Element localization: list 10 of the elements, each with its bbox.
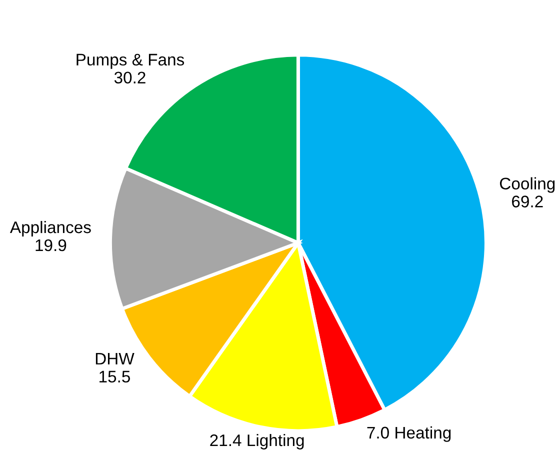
slice-label: Appliances bbox=[10, 220, 91, 237]
data-label: 15.5 bbox=[100, 370, 130, 383]
slice-label: Pumps & Fans bbox=[76, 54, 184, 69]
slice-label: DHW bbox=[96, 352, 134, 364]
data-label: 19.9 bbox=[36, 239, 66, 252]
slice-label: 7.0 Heating bbox=[367, 426, 451, 442]
data-label: 69.2 bbox=[512, 196, 543, 208]
slice-label: Cooling bbox=[500, 177, 555, 193]
data-label: 30.2 bbox=[114, 72, 146, 84]
slice-label: 21.4 Lighting bbox=[210, 434, 304, 450]
